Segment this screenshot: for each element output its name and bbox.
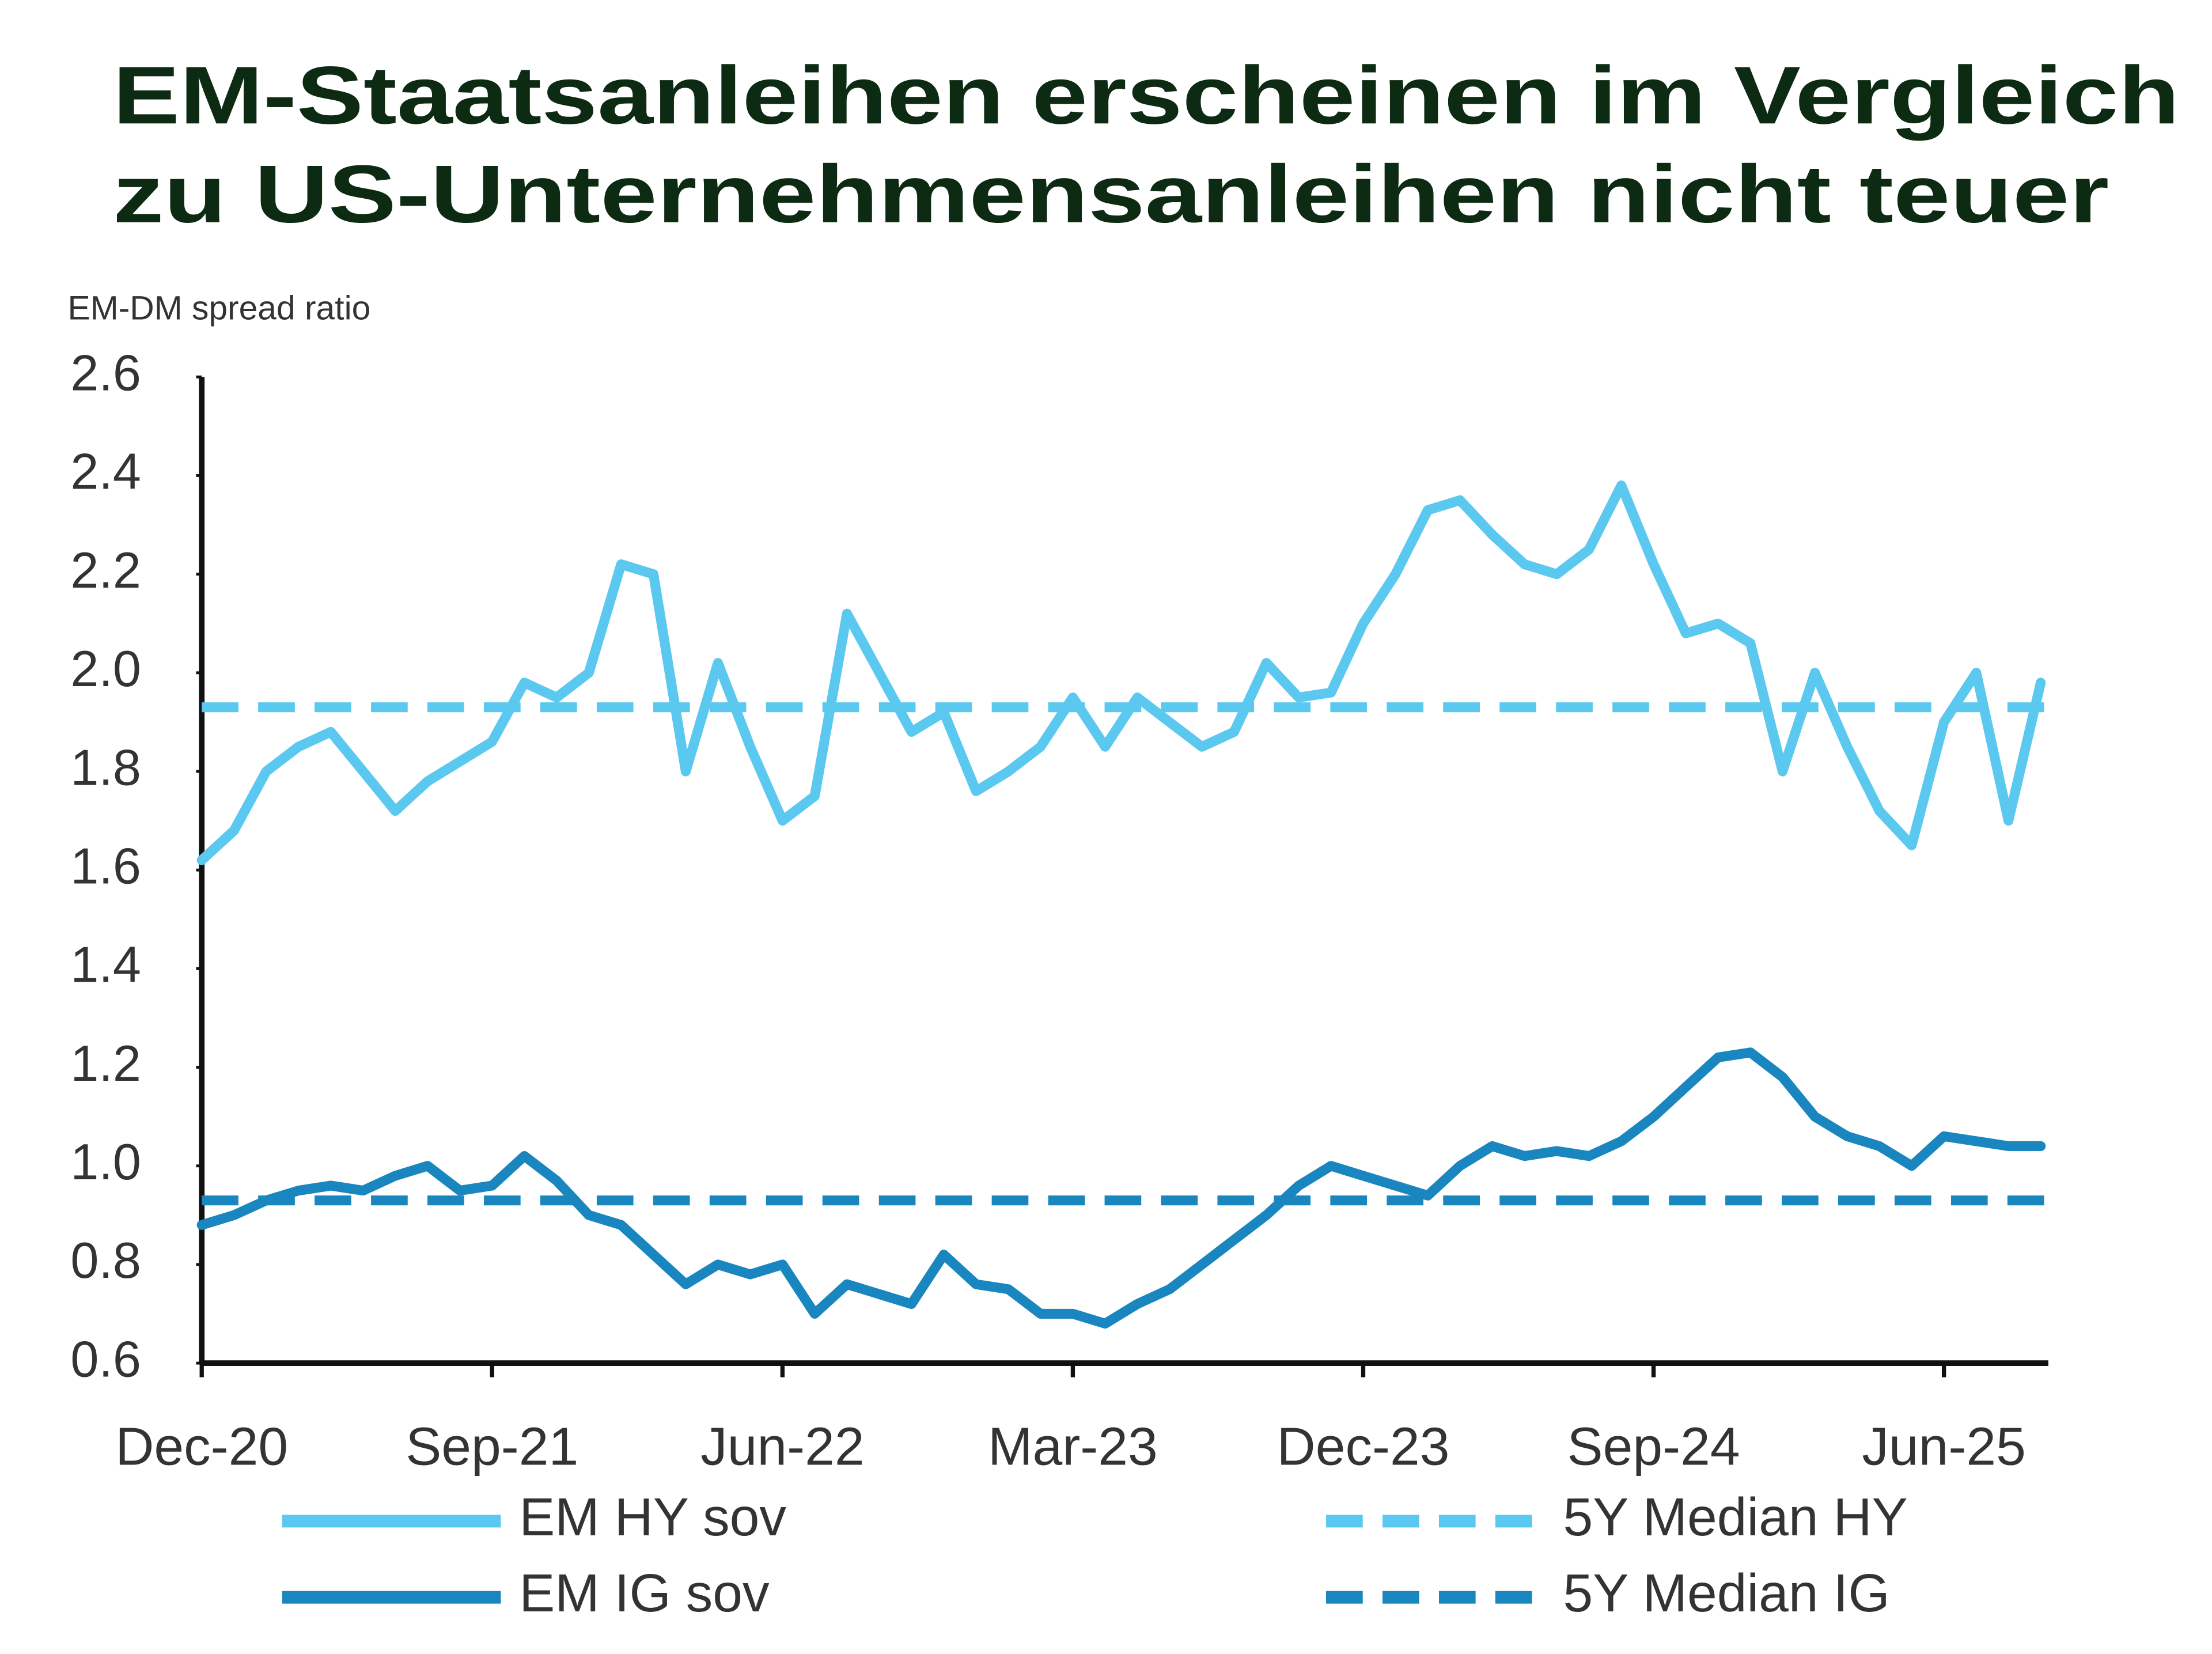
y-tick-label: 1.8 [70,739,141,796]
x-tick-label: Mar-23 [988,1417,1158,1477]
y-axis-label: EM-DM spread ratio [68,290,371,327]
y-tick-label: 2.2 [70,542,141,599]
series-line [196,480,2046,865]
x-tick-label: Dec-23 [1277,1417,1450,1477]
chart-title: zu US-Unternehmensanleihen nicht teuer [113,149,2109,240]
y-tick-label: 1.0 [70,1133,141,1190]
x-tick-label: Jun-25 [1862,1417,2026,1477]
y-tick-label: 1.6 [70,837,141,894]
legend-label: 5Y Median IG [1563,1563,1889,1623]
y-tick-label: 2.0 [70,640,141,697]
series-line [196,1047,2046,1329]
legend-label: EM IG sov [519,1563,770,1623]
x-tick-label: Sep-21 [406,1417,578,1477]
y-tick-label: 2.4 [70,443,141,500]
legend-label: 5Y Median HY [1563,1487,1907,1547]
x-tick-label: Sep-24 [1567,1417,1740,1477]
y-tick-label: 1.4 [70,936,141,993]
y-tick-label: 2.6 [70,345,141,402]
y-tick-label: 0.8 [70,1232,141,1289]
y-tick-label: 1.2 [70,1035,141,1092]
x-tick-label: Jun-22 [700,1417,865,1477]
y-tick-label: 0.6 [70,1330,141,1387]
chart-title: EM-Staatsanleihen erscheinen im Vergleic… [113,50,2180,141]
x-tick-label: Dec-20 [115,1417,288,1477]
legend-label: EM HY sov [519,1487,786,1547]
